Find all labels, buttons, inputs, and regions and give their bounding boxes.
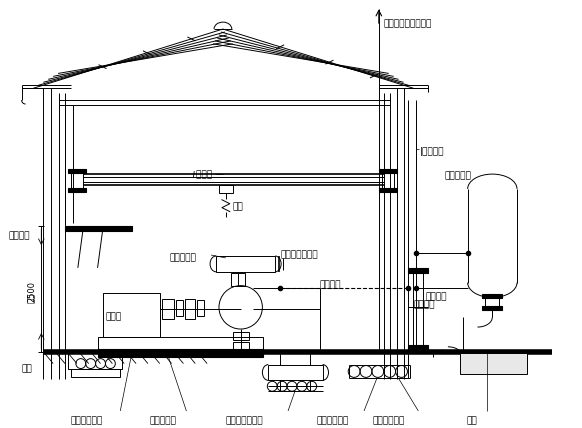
Text: 最小: 最小 — [27, 292, 36, 303]
Bar — [162, 300, 173, 319]
Text: 在安全高度放入大气: 在安全高度放入大气 — [384, 19, 432, 28]
Text: 气液分离器: 气液分离器 — [445, 171, 472, 180]
Bar — [379, 188, 396, 192]
Text: 2500: 2500 — [27, 281, 36, 302]
Bar — [216, 256, 275, 272]
Text: 最佳布置方案: 最佳布置方案 — [373, 416, 405, 425]
Bar — [219, 185, 233, 193]
Bar — [382, 173, 393, 188]
Text: 最佳方案: 最佳方案 — [413, 300, 435, 309]
Bar — [485, 298, 499, 306]
Text: 管墩: 管墩 — [467, 416, 477, 425]
Text: |导间支架: |导间支架 — [420, 148, 445, 157]
Text: 操作平台: 操作平台 — [9, 231, 30, 241]
Bar — [379, 169, 396, 173]
Text: 公用工程管道: 公用工程管道 — [71, 416, 103, 425]
Bar — [186, 300, 196, 319]
Text: 要有足够的距离: 要有足够的距离 — [280, 250, 318, 259]
Bar — [409, 345, 428, 350]
Text: 压缩机基础: 压缩机基础 — [150, 416, 177, 425]
Text: 地坪: 地坪 — [22, 365, 33, 374]
Text: 第二布置方案: 第二布置方案 — [317, 416, 349, 425]
Text: 第二方案: 第二方案 — [320, 281, 341, 290]
Text: 独立支架: 独立支架 — [425, 292, 447, 301]
Bar — [268, 365, 322, 380]
Bar — [231, 273, 244, 285]
Bar — [65, 226, 132, 231]
Bar — [233, 342, 249, 350]
Bar — [98, 349, 264, 357]
Text: 吸车: 吸车 — [233, 203, 243, 212]
Text: 压缩机: 压缩机 — [105, 312, 122, 321]
Bar — [482, 294, 502, 298]
Bar — [98, 337, 264, 349]
Bar — [409, 268, 428, 273]
Bar — [460, 353, 527, 374]
Bar — [71, 369, 120, 377]
Bar — [482, 306, 502, 310]
Bar — [233, 332, 249, 340]
Bar — [102, 292, 159, 337]
Bar — [68, 352, 122, 369]
Text: 出口阵冲戯鼓器: 出口阵冲戯鼓器 — [226, 416, 264, 425]
Bar — [197, 300, 204, 316]
Bar — [68, 169, 86, 173]
Bar — [176, 300, 183, 316]
Text: 进入缓存器: 进入缓存器 — [169, 253, 197, 262]
Text: 吸车梁 —: 吸车梁 — — [196, 170, 224, 179]
Bar — [68, 188, 86, 192]
Bar — [71, 173, 83, 188]
